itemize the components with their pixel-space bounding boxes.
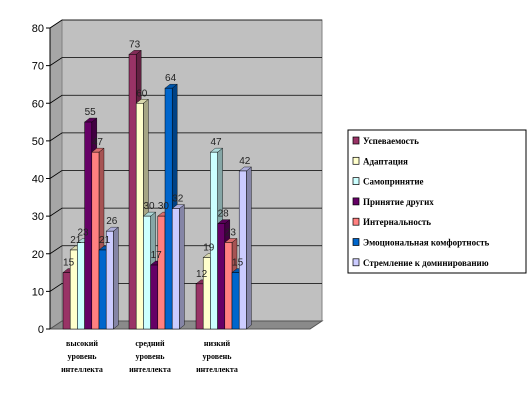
bar <box>238 166 252 330</box>
data-label: 26 <box>106 216 118 227</box>
legend-box <box>347 129 527 274</box>
data-label: 32 <box>172 194 184 205</box>
legend-swatch <box>352 136 360 145</box>
y-tick-label: 80 <box>32 23 44 35</box>
data-label: 28 <box>218 209 230 220</box>
legend-label: Стремление к доминированию <box>363 258 489 268</box>
bar <box>105 226 119 330</box>
data-label: 55 <box>85 107 97 118</box>
bar <box>171 204 185 330</box>
y-tick-label: 60 <box>32 98 44 110</box>
legend-swatch <box>352 217 360 226</box>
data-label: 64 <box>165 73 177 84</box>
data-label: 23 <box>77 227 89 238</box>
category-label: уровень <box>136 352 166 361</box>
y-tick-label: 40 <box>32 174 44 186</box>
gridline <box>49 57 322 66</box>
data-label: 12 <box>196 269 208 280</box>
legend-swatch <box>352 197 360 206</box>
chart-bars <box>62 49 252 330</box>
legend-label: Эмоциональная комфортность <box>363 238 490 248</box>
category-label: средний <box>135 339 165 348</box>
y-tick-label: 70 <box>32 61 44 73</box>
data-label: 21 <box>99 235 111 246</box>
category-label: уровень <box>68 352 98 361</box>
data-label: 23 <box>225 227 237 238</box>
data-label: 30 <box>143 201 155 212</box>
gridline <box>49 207 322 217</box>
x-axis-labels: высокий уровень интеллекта средний уровень ин… <box>61 339 238 374</box>
category-label: интеллекта <box>196 365 238 374</box>
y-axis: 0 10 20 30 40 50 60 70 80 <box>32 23 51 336</box>
y-tick-label: 30 <box>32 211 44 223</box>
legend-swatch <box>352 156 360 165</box>
category-label: интеллекта <box>61 365 103 374</box>
chart-gridlines <box>49 19 322 292</box>
data-label: 15 <box>232 258 244 269</box>
y-tick-label: 0 <box>38 324 44 336</box>
gridline <box>49 94 322 104</box>
category-label: низкий <box>204 339 231 348</box>
data-label: 73 <box>129 39 141 50</box>
legend-label: Принятие других <box>363 197 434 207</box>
data-label: 47 <box>92 137 104 148</box>
category-label: уровень <box>203 352 233 361</box>
category-label: интеллекта <box>129 365 171 374</box>
legend-swatch <box>352 258 360 267</box>
chart-legend: Успеваемость Адаптация Самопринятие Приняти… <box>347 129 527 274</box>
legend-swatch <box>352 238 360 246</box>
gridline <box>49 19 322 29</box>
chart-data-labels: 1521235547212673603017306432121947282315… <box>63 39 251 280</box>
legend-label: Самопринятие <box>363 177 424 187</box>
data-label: 60 <box>136 88 148 99</box>
legend-label: Интернальность <box>363 217 431 227</box>
y-tick-label: 10 <box>32 286 44 298</box>
data-label: 19 <box>203 243 215 254</box>
gridline <box>49 132 322 142</box>
legend-label: Адаптация <box>363 156 408 166</box>
data-label: 15 <box>63 258 75 269</box>
data-label: 21 <box>70 235 82 246</box>
data-label: 47 <box>210 137 222 148</box>
legend-swatch <box>352 177 360 185</box>
gridline <box>49 170 322 179</box>
legend-label: Успеваемость <box>363 136 419 146</box>
data-label: 42 <box>239 156 251 167</box>
data-label: 17 <box>151 250 163 261</box>
category-label: высокий <box>66 339 98 348</box>
y-tick-label: 20 <box>32 249 44 261</box>
y-tick-label: 50 <box>32 136 44 148</box>
data-label: 30 <box>158 201 170 212</box>
